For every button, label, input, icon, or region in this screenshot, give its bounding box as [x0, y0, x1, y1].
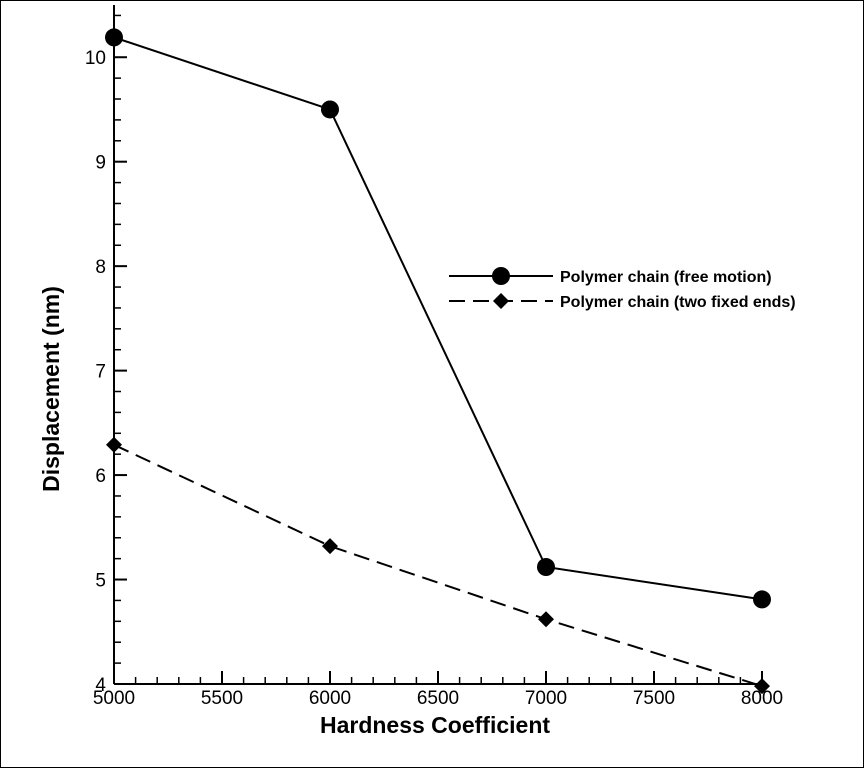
x-tick-label: 6500: [417, 688, 459, 709]
series-layer: [105, 28, 771, 695]
legend-label: Polymer chain (free motion): [560, 269, 772, 286]
y-tick-label: 4: [95, 675, 106, 696]
x-tick-label: 8000: [741, 688, 783, 709]
x-tick-label: 6000: [309, 688, 351, 709]
x-axis-title: Hardness Coefficient: [320, 712, 550, 738]
series-line: [113, 36, 763, 601]
y-tick-label: 5: [95, 571, 106, 592]
series-1: [105, 28, 771, 609]
y-tick-label: 6: [95, 466, 106, 487]
data-point: [322, 538, 338, 555]
axes: 5000 5500 6000 6500 7000 7500 8000 4 5 6 7 8 9 10: [85, 5, 783, 709]
data-point: [105, 28, 123, 47]
y-axis-title: Displacement (nm): [38, 286, 64, 492]
legend-entry: Polymer chain (free motion): [449, 267, 772, 286]
y-tick-label: 9: [95, 153, 106, 174]
legend-entry: Polymer chain (two fixed ends): [449, 293, 796, 311]
legend-marker: [492, 267, 510, 285]
series-line: [113, 443, 763, 688]
x-tick-label: 7500: [633, 688, 675, 709]
x-tick-label: 7000: [525, 688, 567, 709]
data-point: [321, 100, 339, 119]
y-tick-label: 10: [85, 48, 106, 69]
legend-label: Polymer chain (two fixed ends): [560, 294, 796, 311]
data-point: [537, 558, 555, 577]
legend: Polymer chain (free motion) Polymer chain…: [449, 267, 796, 311]
data-point: [754, 678, 770, 695]
data-point: [106, 436, 122, 453]
x-tick-label: 5500: [201, 688, 243, 709]
series-2: [106, 436, 770, 695]
y-tick-label: 8: [95, 257, 106, 278]
legend-marker: [493, 293, 509, 309]
x-tick-label: 5000: [93, 688, 135, 709]
data-point: [753, 590, 771, 609]
data-point: [538, 611, 554, 628]
y-tick-label: 7: [95, 362, 106, 383]
